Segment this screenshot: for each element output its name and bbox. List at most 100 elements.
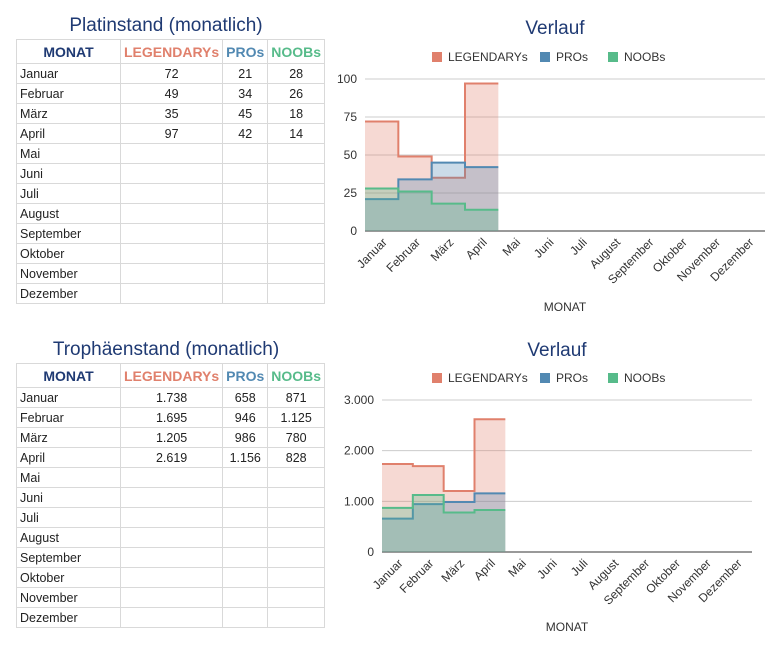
legend-swatch: [432, 52, 442, 62]
value-cell: [119, 587, 224, 608]
series-area: [382, 493, 506, 552]
x-tick-label: April: [463, 235, 490, 262]
series-area: [365, 188, 499, 231]
y-tick-label: 1.000: [344, 494, 374, 508]
column-header: MONAT: [16, 363, 121, 388]
value-cell: 18: [267, 103, 326, 124]
value-cell: [267, 587, 326, 608]
value-cell: 28: [267, 63, 326, 84]
y-tick-label: 75: [344, 110, 358, 124]
value-cell: 658: [222, 387, 269, 408]
value-cell: 35: [119, 103, 224, 124]
month-cell: April: [16, 447, 121, 468]
value-cell: 871: [267, 387, 326, 408]
value-cell: 780: [267, 427, 326, 448]
table-row: Mai: [16, 143, 326, 164]
y-tick-label: 25: [344, 186, 358, 200]
table-row: Oktober: [16, 243, 326, 264]
table-row: März 1.205 986 780: [16, 427, 326, 448]
table-row: Dezember: [16, 283, 326, 304]
month-cell: Februar: [16, 407, 121, 428]
x-axis-label: MONAT: [546, 620, 589, 634]
table-row: September: [16, 223, 326, 244]
table-row: November: [16, 263, 326, 284]
value-cell: [222, 223, 269, 244]
month-cell: Juli: [16, 183, 121, 204]
x-tick-label: Juli: [567, 235, 590, 258]
value-cell: [267, 487, 326, 508]
value-cell: [119, 607, 224, 628]
value-cell: [119, 163, 224, 184]
value-cell: [119, 203, 224, 224]
value-cell: [267, 507, 326, 528]
month-cell: Januar: [16, 63, 121, 84]
x-axis-label: MONAT: [544, 300, 587, 314]
value-cell: 34: [222, 83, 269, 104]
value-cell: [119, 143, 224, 164]
month-cell: Oktober: [16, 243, 121, 264]
y-tick-label: 100: [337, 72, 357, 86]
value-cell: 986: [222, 427, 269, 448]
value-cell: [267, 163, 326, 184]
value-cell: [119, 263, 224, 284]
table-row: Januar 1.738 658 871: [16, 387, 326, 408]
table-row: Februar 49 34 26: [16, 83, 326, 104]
value-cell: [222, 507, 269, 528]
value-cell: [222, 567, 269, 588]
value-cell: 1.125: [267, 407, 326, 428]
value-cell: [119, 547, 224, 568]
month-cell: August: [16, 527, 121, 548]
x-tick-label: Mai: [500, 235, 524, 259]
value-cell: 26: [267, 83, 326, 104]
value-cell: [222, 183, 269, 204]
table-title-trophies: Trophäenstand (monatlich): [52, 339, 280, 360]
legend-swatch: [608, 373, 618, 383]
value-cell: [119, 467, 224, 488]
value-cell: [267, 183, 326, 204]
value-cell: 21: [222, 63, 269, 84]
column-header: MONAT: [16, 39, 121, 64]
platinum-table: MONAT LEGENDARYs PROs NOOBs Januar 72 21 28 Febr…: [16, 39, 326, 304]
x-tick-label: Februar: [397, 556, 437, 596]
table-row: Oktober: [16, 567, 326, 588]
x-tick-label: März: [428, 235, 457, 264]
legend-label: NOOBs: [624, 50, 665, 64]
series-line: [382, 494, 506, 514]
month-cell: November: [16, 587, 121, 608]
value-cell: [222, 143, 269, 164]
value-cell: 1.156: [222, 447, 269, 468]
x-tick-label: Juli: [568, 556, 591, 579]
value-cell: [222, 527, 269, 548]
month-cell: Oktober: [16, 567, 121, 588]
value-cell: 946: [222, 407, 269, 428]
table-row: Juni: [16, 487, 326, 508]
value-cell: [267, 527, 326, 548]
month-cell: März: [16, 427, 121, 448]
value-cell: 49: [119, 83, 224, 104]
column-header: NOOBs: [267, 39, 326, 64]
value-cell: [222, 607, 269, 628]
value-cell: 14: [267, 123, 326, 144]
value-cell: [267, 223, 326, 244]
x-tick-label: April: [471, 556, 498, 583]
column-header: PROs: [222, 39, 269, 64]
table-row: April 97 42 14: [16, 123, 326, 144]
month-cell: Mai: [16, 467, 121, 488]
chart-title: Verlauf: [527, 340, 587, 361]
month-cell: Dezember: [16, 283, 121, 304]
value-cell: [119, 283, 224, 304]
value-cell: [222, 487, 269, 508]
value-cell: [222, 243, 269, 264]
column-header: NOOBs: [267, 363, 326, 388]
x-tick-label: März: [438, 556, 467, 585]
legend-swatch: [432, 373, 442, 383]
series-line: [382, 418, 506, 492]
table-row: Juni: [16, 163, 326, 184]
trophies-table: MONAT LEGENDARYs PROs NOOBs Januar 1.738 658 87…: [16, 363, 326, 628]
value-cell: [267, 143, 326, 164]
month-cell: September: [16, 223, 121, 244]
value-cell: [119, 243, 224, 264]
value-cell: [267, 243, 326, 264]
month-cell: Dezember: [16, 607, 121, 628]
trophies-chart: Verlauf LEGENDARYs PROs NOOBs 0 1.000 2.000 3.0…: [344, 340, 752, 634]
